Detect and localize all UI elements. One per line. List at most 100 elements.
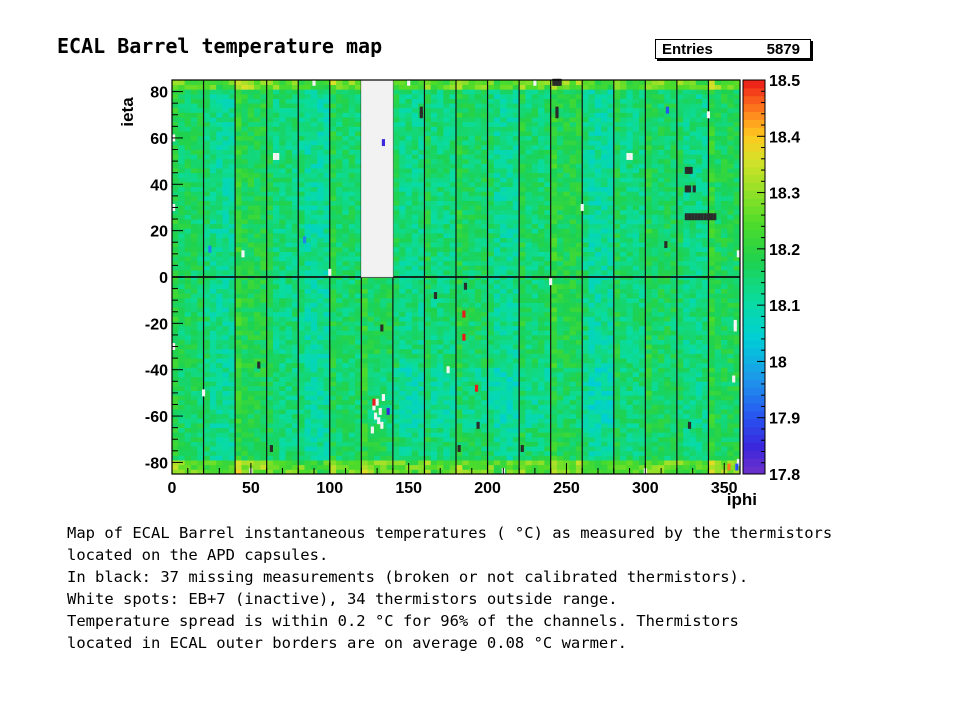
heatmap-cell — [456, 283, 463, 289]
heatmap-cell — [172, 191, 179, 197]
heatmap-cell — [437, 321, 444, 327]
heatmap-cell — [329, 334, 337, 340]
heatmap-cell — [418, 270, 425, 276]
heatmap-cell — [430, 205, 438, 211]
heatmap-cell — [399, 316, 406, 322]
heatmap-cell — [411, 418, 419, 424]
heatmap-cell — [172, 270, 179, 276]
heatmap-cell — [178, 130, 186, 137]
heatmap-cell — [424, 130, 432, 137]
heatmap-cell — [203, 177, 211, 183]
heatmap-cell — [279, 270, 286, 276]
heatmap-cell — [456, 205, 463, 211]
heatmap-cell — [348, 390, 356, 396]
heatmap-cell — [474, 117, 482, 123]
heatmap-cell — [241, 348, 249, 354]
heatmap-cell — [279, 344, 286, 350]
heatmap-cell — [336, 256, 343, 262]
heatmap-cell — [342, 404, 350, 410]
heatmap-cell — [222, 288, 230, 294]
heatmap-cell — [235, 427, 242, 433]
heatmap-cell — [355, 381, 362, 387]
heatmap-cell — [209, 432, 217, 438]
heatmap-cell — [355, 418, 362, 424]
heatmap-cell — [405, 209, 413, 215]
heatmap-cell — [462, 237, 470, 243]
heatmap-cell — [430, 367, 438, 373]
heatmap-cell — [254, 381, 261, 387]
heatmap-cell — [342, 98, 350, 104]
heatmap-cell — [266, 209, 274, 215]
heatmap-cell — [348, 321, 356, 327]
heatmap-cell — [228, 186, 236, 192]
heatmap-cell — [172, 140, 179, 146]
heatmap-cell — [279, 353, 286, 359]
heatmap-cell — [468, 84, 476, 90]
heatmap-cell — [531, 279, 539, 285]
heatmap-cell — [512, 260, 520, 266]
heatmap-cell — [449, 423, 457, 429]
heatmap-cell — [209, 316, 217, 322]
heatmap-cell — [462, 205, 470, 211]
heatmap-cell — [178, 288, 186, 294]
heatmap-cell — [216, 297, 223, 303]
heatmap-cell — [235, 107, 242, 113]
heatmap-cell — [329, 330, 337, 336]
heatmap-cell — [310, 195, 318, 201]
heatmap-cell — [437, 307, 444, 313]
heatmap-cell — [216, 228, 223, 234]
heatmap-cell — [411, 311, 419, 317]
heatmap-cell — [260, 186, 268, 192]
heatmap-cell — [342, 135, 350, 141]
heatmap-cell — [411, 140, 419, 146]
heatmap-cell — [430, 140, 438, 146]
heatmap-cell — [247, 427, 255, 433]
heatmap-cell — [493, 191, 501, 197]
heatmap-cell — [493, 228, 501, 234]
heatmap-cell — [531, 195, 539, 201]
heatmap-cell — [493, 325, 501, 331]
heatmap-cell — [487, 135, 495, 141]
heatmap-cell — [500, 376, 507, 382]
heatmap-cell — [285, 339, 293, 345]
heatmap-cell — [493, 112, 501, 118]
heatmap-cell — [456, 98, 463, 104]
heatmap-cell — [500, 121, 507, 127]
heatmap-cell — [285, 93, 293, 99]
heatmap-cell — [512, 469, 520, 475]
heatmap-cell — [437, 232, 444, 238]
heatmap-cell — [367, 390, 375, 396]
heatmap-cell — [304, 103, 312, 109]
heatmap-cell — [355, 395, 362, 401]
heatmap-cell — [424, 177, 432, 183]
heatmap-cell — [222, 455, 230, 461]
heatmap-cell — [241, 242, 249, 248]
heatmap-cell — [367, 288, 375, 294]
heatmap-cell — [216, 441, 223, 447]
heatmap-cell — [437, 330, 444, 336]
heatmap-cell — [405, 409, 413, 415]
heatmap-cell — [266, 237, 274, 243]
heatmap-cell — [506, 436, 514, 442]
heatmap-cell — [525, 154, 533, 160]
heatmap-cell — [424, 191, 432, 197]
heatmap-cell — [487, 265, 495, 271]
heatmap-cell — [178, 450, 186, 456]
heatmap-cell — [336, 367, 343, 373]
heatmap-cell — [380, 307, 387, 313]
heatmap-cell — [493, 450, 501, 456]
heatmap-cell — [336, 307, 343, 313]
heatmap-cell — [336, 450, 343, 456]
heatmap-cell — [468, 228, 476, 234]
heatmap-cell — [531, 251, 539, 257]
heatmap-cell — [462, 154, 470, 160]
heatmap-cell — [355, 154, 362, 160]
heatmap-cell — [430, 423, 438, 429]
heatmap-cell — [317, 399, 324, 405]
heatmap-cell — [348, 344, 356, 350]
heatmap-cell — [329, 399, 337, 405]
heatmap-cell — [329, 149, 337, 155]
heatmap-cell — [367, 418, 375, 424]
heatmap-cell — [399, 367, 406, 373]
heatmap-cell — [493, 423, 501, 429]
